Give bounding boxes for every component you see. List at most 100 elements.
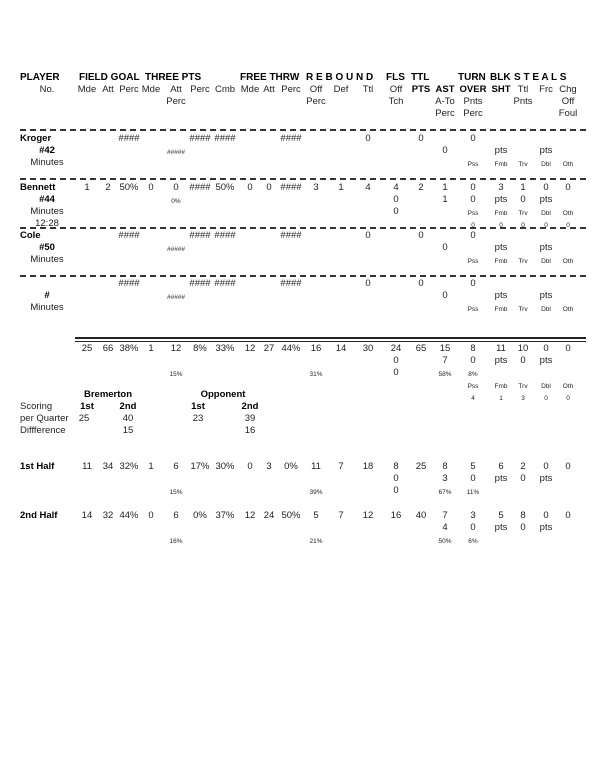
stat-cell: 0% <box>171 198 181 205</box>
column-header: Def <box>333 84 349 95</box>
scoring-label: Scoring <box>20 401 53 412</box>
stat-cell: 8 <box>442 461 448 472</box>
stat-cell: 16 <box>390 510 402 521</box>
dashed-divider <box>20 178 586 180</box>
stat-cell: pts <box>539 242 553 253</box>
quarter-header: 1st <box>191 401 205 412</box>
column-header: Perc <box>190 84 210 95</box>
stat-cell: 0 <box>470 522 476 533</box>
stat-cell: 1 <box>148 343 154 354</box>
stat-cell: 3 <box>266 461 272 472</box>
stat-cell: Dbl <box>541 161 551 168</box>
stat-cell: 30% <box>215 461 235 472</box>
totals-divider <box>75 337 586 342</box>
column-header: Att <box>263 84 275 95</box>
team-home-label: Bremerton <box>83 389 133 400</box>
stat-cell: 50% <box>119 182 139 193</box>
stat-cell: 0 <box>173 182 179 193</box>
stat-cell: 0 <box>544 395 548 402</box>
stat-cell: Fmb <box>494 258 508 265</box>
quarter-header: 1st <box>80 401 94 412</box>
stat-cell: 5 <box>498 510 504 521</box>
stat-cell: 0 <box>418 230 424 241</box>
stat-cell: 0 <box>543 510 549 521</box>
stat-cell: 25 <box>415 461 427 472</box>
stat-cell: 0 <box>471 222 475 229</box>
stat-cell: pts <box>539 290 553 301</box>
column-header: Mde <box>77 84 97 95</box>
stat-cell: 67% <box>438 489 452 496</box>
stat-cell: 0 <box>543 343 549 354</box>
column-group-header: FREE THRW <box>240 72 300 83</box>
stat-cell: 6% <box>468 538 478 545</box>
stat-cell: 11 <box>311 461 321 472</box>
stat-cell: 0 <box>442 242 448 253</box>
stat-cell: 25 <box>81 343 93 354</box>
stat-cell: 33% <box>215 343 235 354</box>
stat-cell: 1 <box>338 182 344 193</box>
stat-cell: 8 <box>470 343 476 354</box>
stat-cell: 0 <box>544 222 548 229</box>
column-header: OVER <box>459 84 487 95</box>
stat-cell: 50% <box>215 182 235 193</box>
stat-cell: 3 <box>470 510 476 521</box>
stat-cell: 32% <box>119 461 139 472</box>
column-header: Off <box>561 96 575 107</box>
stat-cell: 5 <box>470 461 476 472</box>
stat-cell: 11 <box>496 343 506 354</box>
stat-cell: 12 <box>170 343 182 354</box>
column-header: Pnts <box>513 96 533 107</box>
stat-cell: 0 <box>499 222 503 229</box>
stat-cell: 0 <box>393 355 399 366</box>
stat-cell: pts <box>494 355 508 366</box>
stat-cell: pts <box>494 242 508 253</box>
stat-cell: 0% <box>284 461 298 472</box>
stat-cell: 0 <box>393 473 399 484</box>
stat-cell: 0 <box>470 182 476 193</box>
column-header: A-To <box>435 96 455 107</box>
stat-cell: #### <box>189 182 211 193</box>
stat-cell: Pss <box>467 161 479 168</box>
stat-cell: 10 <box>517 343 529 354</box>
stat-cell: 1 <box>84 182 90 193</box>
stat-cell: 5 <box>313 510 319 521</box>
stat-cell: 0 <box>418 133 424 144</box>
stat-cell: 37% <box>215 510 235 521</box>
quarter-score: 40 <box>122 413 134 424</box>
stat-cell: 39% <box>309 489 323 496</box>
stat-cell: Fmb <box>494 161 508 168</box>
stat-cell: 32 <box>102 510 114 521</box>
stat-cell: 38% <box>119 343 139 354</box>
stat-cell: 11 <box>82 461 92 472</box>
stat-cell: 50% <box>281 510 301 521</box>
stat-cell: 4 <box>365 182 371 193</box>
stat-cell: 0 <box>470 133 476 144</box>
player-label: #44 <box>39 194 55 205</box>
column-group-header: TTL <box>411 72 430 83</box>
stat-cell: ##### <box>166 294 186 301</box>
stat-cell: 0 <box>148 510 154 521</box>
stat-cell: 0 <box>247 461 253 472</box>
stat-cell: 0 <box>521 222 525 229</box>
column-group-header: THREE PTS <box>145 72 202 83</box>
quarter-score: 23 <box>192 413 204 424</box>
stat-cell: 1 <box>148 461 154 472</box>
stat-cell: #### <box>280 230 302 241</box>
column-header: Perc <box>119 84 139 95</box>
stat-cell: #### <box>118 278 140 289</box>
stat-cell: 6 <box>173 510 179 521</box>
column-header: Mde <box>141 84 161 95</box>
column-header: Mde <box>240 84 260 95</box>
stat-cell: Oth <box>562 210 574 217</box>
column-group-header: FLS <box>386 72 405 83</box>
stat-cell: pts <box>494 290 508 301</box>
stat-cell: 0 <box>520 522 526 533</box>
stat-cell: 15% <box>169 489 183 496</box>
stat-cell: 0 <box>470 278 476 289</box>
stat-cell: 2 <box>520 461 526 472</box>
stat-cell: 40 <box>415 510 427 521</box>
column-group-header: S T E A L S <box>514 72 567 83</box>
stat-cell: Dbl <box>541 306 551 313</box>
stat-cell: pts <box>539 473 553 484</box>
